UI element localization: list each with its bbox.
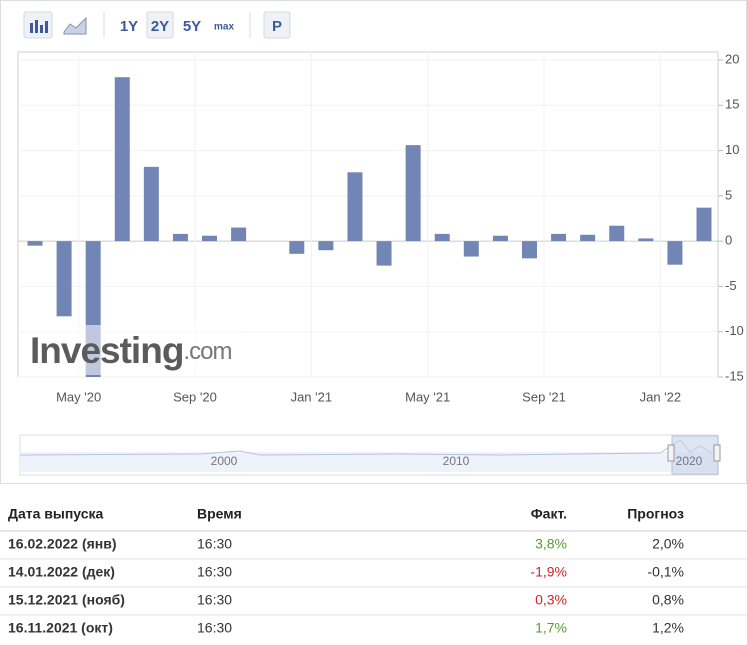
range-button[interactable]: 1Y	[120, 18, 138, 35]
watermark-main: Investing	[30, 330, 183, 371]
table-cell: 16:30	[197, 620, 232, 636]
table: Дата выпуска Время Факт. Прогноз 16.02.2022 …	[0, 506, 747, 644]
table-cell: 16.11.2021 (окт)	[8, 620, 113, 636]
range-button[interactable]: 5Y	[183, 18, 201, 35]
bar	[463, 241, 479, 257]
active-range	[146, 11, 174, 39]
table-cell: -1,9%	[530, 564, 567, 580]
x-axis: May '20 Sep '20 Jan '21 May '21 Sep '21 Jan '…	[56, 389, 681, 404]
watermark-text: Investing.com	[30, 330, 231, 371]
table-cell: 14.01.2022 (дек)	[8, 564, 115, 580]
bar	[347, 172, 363, 242]
bar	[638, 238, 654, 242]
bar	[27, 241, 43, 246]
bar	[551, 233, 567, 242]
navigator-label: 2020	[676, 454, 703, 468]
x-tick-label: Jan '21	[291, 389, 333, 404]
p-button[interactable]: P	[272, 18, 282, 35]
table-cell: 16:30	[197, 592, 232, 608]
bar	[143, 166, 159, 242]
toolbar: 1Y 2Y 5Y max P	[23, 11, 291, 39]
table-header: Факт.	[531, 506, 567, 522]
navigator-label: 2010	[443, 454, 470, 468]
navigator: 2000 2010 2020	[19, 434, 721, 476]
bar	[667, 241, 683, 265]
range-button[interactable]: max	[214, 22, 234, 33]
table-cell: -0,1%	[647, 564, 684, 580]
y-tick-label: -5	[725, 278, 737, 293]
icon	[40, 25, 43, 33]
table-cell: 16.02.2022 (янв)	[8, 536, 117, 552]
table-cell: 1,7%	[535, 620, 567, 636]
grid: -15 -10 -5 0 5 10 15 20	[18, 51, 744, 383]
navigator-handle[interactable]	[667, 444, 675, 462]
bar	[609, 225, 625, 242]
table-header: Прогноз	[627, 506, 684, 522]
y-tick-label: 5	[725, 187, 732, 202]
bar	[172, 233, 188, 242]
table-cell: 16:30	[197, 564, 232, 580]
table-cell: 1,2%	[652, 620, 684, 636]
y-tick-label: 15	[725, 97, 739, 112]
navigator-selection[interactable]	[671, 435, 719, 475]
navigator-label: 2000	[211, 454, 238, 468]
bar	[492, 235, 508, 242]
bar	[521, 241, 537, 259]
table-cell: 16:30	[197, 536, 232, 552]
watermark-bg	[24, 325, 244, 375]
x-tick-label: Jan '22	[640, 389, 682, 404]
bar	[405, 145, 421, 242]
bar	[231, 227, 247, 242]
chart-frame	[0, 0, 747, 484]
watermark-suffix: .com	[183, 338, 231, 365]
y-tick-label: 20	[725, 51, 739, 66]
bar	[289, 241, 305, 254]
table-header: Дата выпуска	[8, 506, 104, 522]
bar	[696, 207, 712, 242]
y-tick-label: 0	[725, 233, 732, 248]
x-tick-label: Sep '21	[522, 389, 566, 404]
table-cell: 0,3%	[535, 592, 567, 608]
x-tick-label: May '21	[405, 389, 450, 404]
table-cell: 3,8%	[535, 536, 567, 552]
bar	[580, 234, 596, 242]
y-tick-label: -15	[725, 368, 744, 383]
bar	[202, 235, 218, 242]
bar	[56, 241, 72, 317]
watermark: Investing.com	[24, 325, 244, 375]
icon	[45, 21, 48, 33]
x-tick-label: May '20	[56, 389, 101, 404]
icon	[35, 20, 38, 33]
x-tick-label: Sep '20	[173, 389, 217, 404]
p-button-bg	[263, 11, 291, 39]
y-tick-label: -10	[725, 323, 744, 338]
icon	[30, 23, 33, 33]
bar	[434, 233, 450, 242]
bar	[114, 77, 130, 242]
y-tick-label: 10	[725, 142, 739, 157]
navigator-handle[interactable]	[713, 444, 721, 462]
table-cell: 15.12.2021 (нояб)	[8, 592, 125, 608]
area-icon-button[interactable]	[63, 16, 87, 35]
bar	[318, 241, 334, 251]
navigator-area	[20, 452, 718, 472]
range-button[interactable]: 2Y	[151, 18, 169, 35]
bar	[376, 241, 392, 266]
table-cell: 2,0%	[652, 536, 684, 552]
table-cell: 0,8%	[652, 592, 684, 608]
table-header: Время	[197, 506, 242, 522]
